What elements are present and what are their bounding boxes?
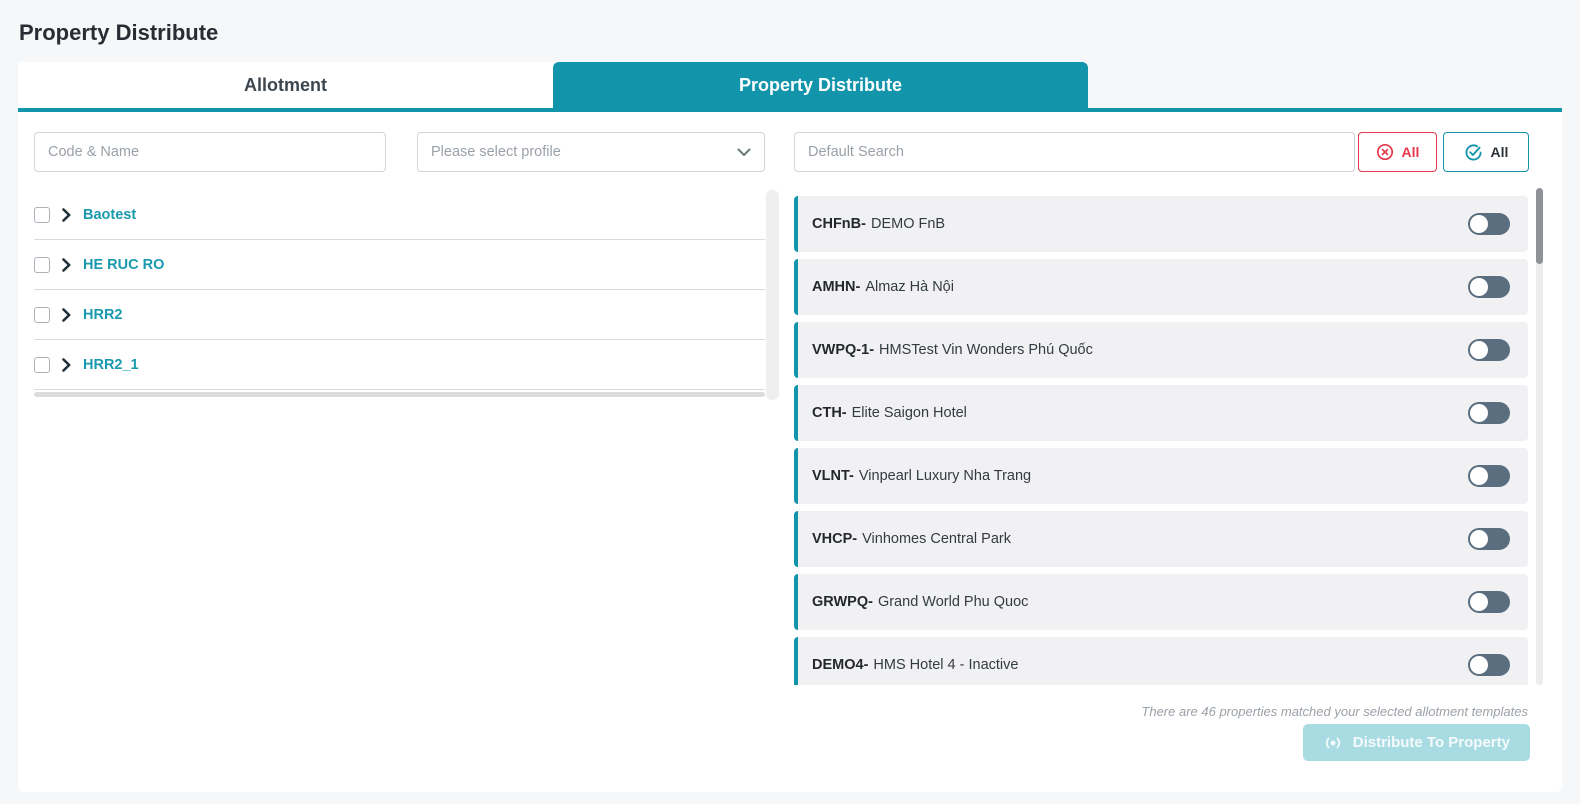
property-toggle[interactable] (1468, 213, 1510, 235)
tree-vertical-scrollbar[interactable] (766, 190, 779, 400)
property-row: CHFnB- DEMO FnB (794, 196, 1528, 252)
property-name: Almaz Hà Nội (865, 279, 954, 295)
property-row: VLNT- Vinpearl Luxury Nha Trang (794, 448, 1528, 504)
property-code: DEMO4- (812, 657, 869, 673)
property-toggle[interactable] (1468, 465, 1510, 487)
toggle-knob (1470, 215, 1488, 233)
check-circle-icon (1464, 143, 1483, 162)
property-code: VLNT- (812, 468, 854, 484)
tree-item-label[interactable]: Baotest (83, 206, 137, 223)
property-row: AMHN- Almaz Hà Nội (794, 259, 1528, 315)
property-label: DEMO4- HMS Hotel 4 - Inactive (812, 657, 1018, 673)
tree-item-checkbox[interactable] (34, 206, 50, 223)
content-card: Please select profile All All (18, 112, 1562, 792)
tree-row[interactable]: HRR2_1 (34, 340, 765, 390)
tab-underline (18, 108, 1562, 112)
property-name: Elite Saigon Hotel (851, 405, 967, 421)
property-name: DEMO FnB (870, 216, 946, 232)
chevron-right-icon[interactable] (62, 207, 71, 222)
toggle-knob (1470, 467, 1488, 485)
tab-allotment[interactable]: Allotment (18, 62, 553, 108)
code-name-search-input[interactable] (34, 132, 386, 172)
profile-select[interactable]: Please select profile (417, 132, 765, 172)
property-row: GRWPQ- Grand World Phu Quoc (794, 574, 1528, 630)
property-name: Vinhomes Central Park (862, 531, 1011, 547)
property-code: CHFnB- (812, 216, 866, 232)
toggle-knob (1470, 278, 1488, 296)
select-all-button[interactable]: All (1443, 132, 1529, 172)
deselect-all-label: All (1401, 144, 1420, 160)
property-list-scrollbar-thumb[interactable] (1536, 188, 1543, 264)
property-code: GRWPQ- (812, 594, 873, 610)
matched-properties-summary: There are 46 properties matched your sel… (1141, 704, 1528, 719)
property-toggle[interactable] (1468, 654, 1510, 676)
chevron-right-icon[interactable] (62, 257, 71, 272)
property-label: GRWPQ- Grand World Phu Quoc (812, 594, 1028, 610)
property-label: VWPQ-1- HMSTest Vin Wonders Phú Quốc (812, 342, 1093, 358)
property-name: Grand World Phu Quoc (877, 594, 1029, 610)
distribute-to-property-label: Distribute To Property (1352, 734, 1510, 751)
property-toggle[interactable] (1468, 528, 1510, 550)
tab-bar: Allotment Property Distribute (18, 62, 1088, 108)
tree-horizontal-scrollbar[interactable] (34, 392, 765, 397)
tree-row[interactable]: HE RUC RO (34, 240, 765, 290)
tree-item-label[interactable]: HRR2 (83, 306, 123, 323)
tab-property-distribute[interactable]: Property Distribute (553, 62, 1088, 108)
property-label: CTH- Elite Saigon Hotel (812, 405, 967, 421)
tree-item-label[interactable]: HE RUC RO (83, 256, 165, 273)
default-search-input[interactable] (794, 132, 1355, 172)
chevron-right-icon[interactable] (62, 307, 71, 322)
property-code: CTH- (812, 405, 847, 421)
tree-row[interactable]: HRR2 (34, 290, 765, 340)
property-code: AMHN- (812, 279, 861, 295)
tree-item-checkbox[interactable] (34, 356, 50, 373)
property-label: VLNT- Vinpearl Luxury Nha Trang (812, 468, 1031, 484)
property-row: DEMO4- HMS Hotel 4 - Inactive (794, 637, 1528, 685)
property-row: VHCP- Vinhomes Central Park (794, 511, 1528, 567)
property-name: Vinpearl Luxury Nha Trang (858, 468, 1032, 484)
property-code: VHCP- (812, 531, 858, 547)
property-code: VWPQ-1- (812, 342, 875, 358)
property-label: AMHN- Almaz Hà Nội (812, 279, 954, 295)
chevron-right-icon[interactable] (62, 357, 71, 372)
property-list: CHFnB- DEMO FnB AMHN- Almaz Hà Nội VWPQ-1-… (794, 188, 1528, 685)
property-toggle[interactable] (1468, 591, 1510, 613)
allotment-tree-list: Baotest HE RUC RO HRR2 HRR2_1 (34, 190, 765, 390)
tree-item-checkbox[interactable] (34, 306, 50, 323)
property-toggle[interactable] (1468, 276, 1510, 298)
property-list-scrollbar-track[interactable] (1536, 188, 1543, 685)
tree-item-checkbox[interactable] (34, 256, 50, 273)
toggle-knob (1470, 404, 1488, 422)
property-row: VWPQ-1- HMSTest Vin Wonders Phú Quốc (794, 322, 1528, 378)
property-name: HMSTest Vin Wonders Phú Quốc (879, 342, 1093, 358)
tree-row[interactable]: Baotest (34, 190, 765, 240)
property-toggle[interactable] (1468, 402, 1510, 424)
toggle-knob (1470, 530, 1488, 548)
property-label: VHCP- Vinhomes Central Park (812, 531, 1011, 547)
chevron-down-icon (737, 148, 751, 157)
broadcast-icon (1323, 735, 1343, 751)
property-name: HMS Hotel 4 - Inactive (873, 657, 1019, 673)
x-circle-icon (1376, 143, 1394, 161)
distribute-to-property-button[interactable]: Distribute To Property (1302, 724, 1530, 761)
tree-item-label[interactable]: HRR2_1 (83, 356, 139, 373)
toggle-knob (1470, 656, 1488, 674)
page-title: Property Distribute (19, 20, 219, 45)
deselect-all-button[interactable]: All (1358, 132, 1437, 172)
property-row: CTH- Elite Saigon Hotel (794, 385, 1528, 441)
property-label: CHFnB- DEMO FnB (812, 216, 945, 232)
select-all-label: All (1490, 144, 1509, 160)
profile-select-placeholder: Please select profile (431, 144, 561, 160)
property-toggle[interactable] (1468, 339, 1510, 361)
toggle-knob (1470, 341, 1488, 359)
toggle-knob (1470, 593, 1488, 611)
